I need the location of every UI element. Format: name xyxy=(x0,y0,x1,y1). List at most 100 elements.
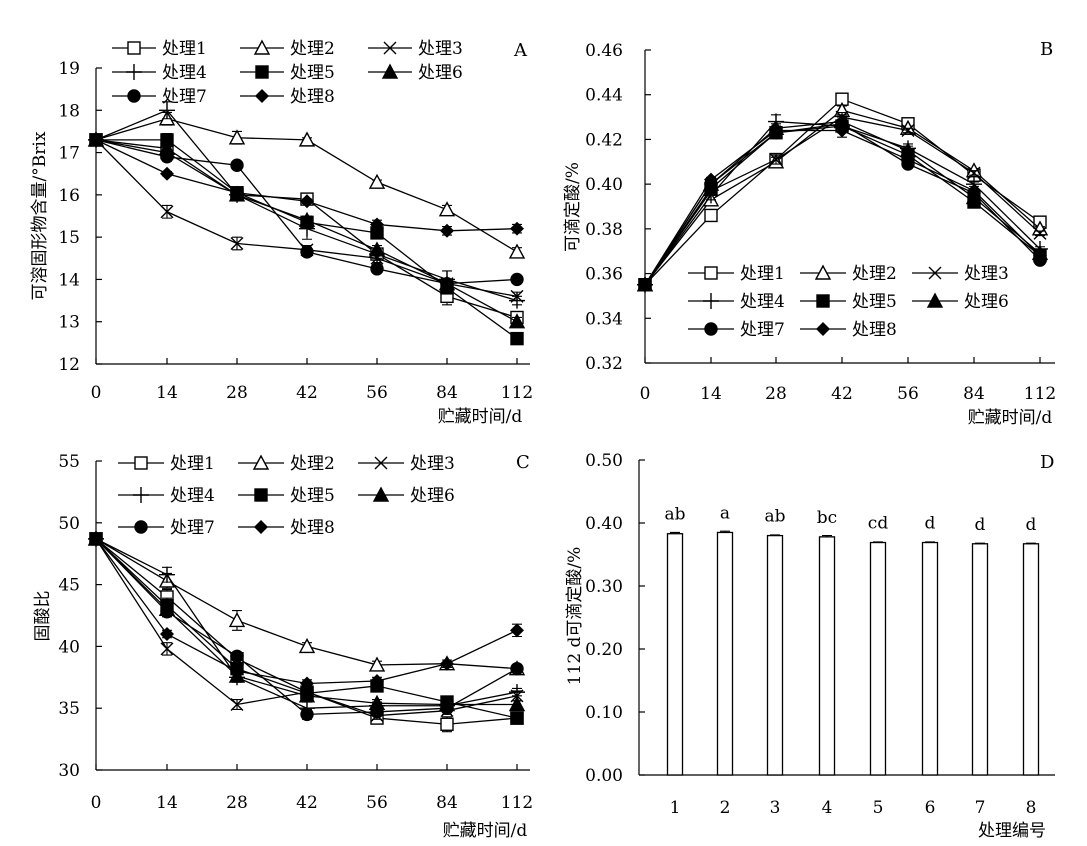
legend-label: 处理6 xyxy=(964,292,1009,312)
legend-label: 处理8 xyxy=(290,87,335,107)
data-point xyxy=(368,173,386,189)
data-point xyxy=(508,313,526,329)
y-tick-label: 0.00 xyxy=(585,766,623,786)
error-bar xyxy=(670,531,680,534)
x-tick-label: 84 xyxy=(963,384,985,404)
data-point xyxy=(510,661,524,676)
legend-marker xyxy=(134,520,148,534)
error-bar xyxy=(770,534,780,536)
legend-label: 处理2 xyxy=(852,264,897,284)
legend-marker xyxy=(814,264,832,280)
y-tick-label: 0.44 xyxy=(585,86,623,106)
data-point xyxy=(510,221,524,236)
x-axis-title: 处理编号 xyxy=(978,821,1046,841)
bar xyxy=(971,543,989,776)
series-line xyxy=(95,538,518,685)
bar xyxy=(1022,543,1040,776)
y-tick-label: 12 xyxy=(58,355,80,375)
y-tick-label: 19 xyxy=(58,59,80,79)
y-tick-label: 40 xyxy=(58,637,80,657)
error-bar xyxy=(925,541,935,543)
y-tick-label: 18 xyxy=(58,101,80,121)
x-tick-label: 14 xyxy=(700,384,722,404)
error-bar xyxy=(1026,542,1036,544)
data-point xyxy=(1033,248,1047,263)
x-tick-label: 5 xyxy=(873,798,884,818)
series-line xyxy=(95,139,518,285)
legend-marker xyxy=(816,322,830,336)
series-8 xyxy=(89,531,524,691)
legend-marker xyxy=(254,520,268,534)
data-point xyxy=(440,276,454,291)
legend-label: 处理1 xyxy=(740,264,785,284)
data-point xyxy=(159,102,175,119)
data-point xyxy=(769,123,783,138)
data-point xyxy=(440,656,454,671)
data-point xyxy=(901,152,915,167)
data-point xyxy=(298,687,316,703)
data-point xyxy=(160,627,174,642)
legend-marker xyxy=(381,63,399,79)
legend-label: 处理6 xyxy=(410,486,455,506)
significance-label: cd xyxy=(868,514,889,534)
y-tick-label: 0.36 xyxy=(585,265,623,285)
data-point xyxy=(300,194,314,209)
x-tick-label: 112 xyxy=(501,793,533,813)
legend-marker xyxy=(374,456,388,470)
x-tick-label: 42 xyxy=(296,793,318,813)
x-tick-label: 14 xyxy=(156,383,178,403)
data-point xyxy=(230,158,244,172)
y-tick-label: 0.32 xyxy=(585,354,623,374)
x-tick-label: 112 xyxy=(1024,384,1056,404)
data-point xyxy=(159,566,175,583)
data-point xyxy=(298,637,316,654)
significance-label: ab xyxy=(664,505,685,525)
x-axis-title: 贮藏时间/d xyxy=(968,408,1053,428)
bar xyxy=(921,541,939,776)
legend-marker xyxy=(704,322,718,336)
data-point xyxy=(230,664,244,679)
bar xyxy=(766,534,784,776)
data-point xyxy=(508,243,526,259)
legend-marker xyxy=(134,456,148,470)
x-tick-label: 0 xyxy=(91,383,102,403)
legend-marker xyxy=(704,266,718,280)
x-tick-label: 84 xyxy=(436,793,458,813)
legend-label: 处理7 xyxy=(162,87,207,107)
legend-marker xyxy=(816,294,830,308)
data-point xyxy=(230,697,244,711)
error-bar xyxy=(822,535,832,537)
data-point xyxy=(300,245,314,259)
data-point xyxy=(298,131,316,147)
y-tick-label: 0.20 xyxy=(585,640,623,660)
y-axis-title: 固酸比 xyxy=(33,591,53,642)
data-point xyxy=(368,656,386,672)
significance-label: d xyxy=(975,515,986,535)
data-point xyxy=(228,611,246,628)
y-axis-title: 可滴定酸/% xyxy=(563,162,583,252)
bar xyxy=(666,533,684,776)
legend-marker xyxy=(133,487,149,503)
y-tick-label: 15 xyxy=(58,228,80,248)
x-tick-label: 84 xyxy=(436,383,458,403)
legend-label: 处理1 xyxy=(162,39,207,59)
y-tick-label: 0.10 xyxy=(585,703,623,723)
y-tick-label: 0.40 xyxy=(585,514,623,534)
data-point xyxy=(298,211,316,227)
data-point xyxy=(901,123,915,137)
y-tick-label: 16 xyxy=(58,186,80,206)
y-tick-label: 0.30 xyxy=(585,577,623,597)
legend-marker xyxy=(126,64,142,80)
y-tick-label: 17 xyxy=(58,144,80,164)
panel-label: B xyxy=(1040,39,1053,60)
data-point xyxy=(300,676,314,691)
panel-A: 12 13 14 15 16 17 18 19 0 14 28 42 56 84 112 贮藏时间/d 可溶固形… xyxy=(30,39,533,427)
legend-label: 处理4 xyxy=(170,486,215,506)
data-point xyxy=(440,717,454,731)
data-point xyxy=(89,531,103,546)
x-tick-label: 56 xyxy=(366,383,388,403)
data-point xyxy=(228,129,246,145)
legend-marker xyxy=(372,486,390,502)
bar xyxy=(818,536,836,776)
